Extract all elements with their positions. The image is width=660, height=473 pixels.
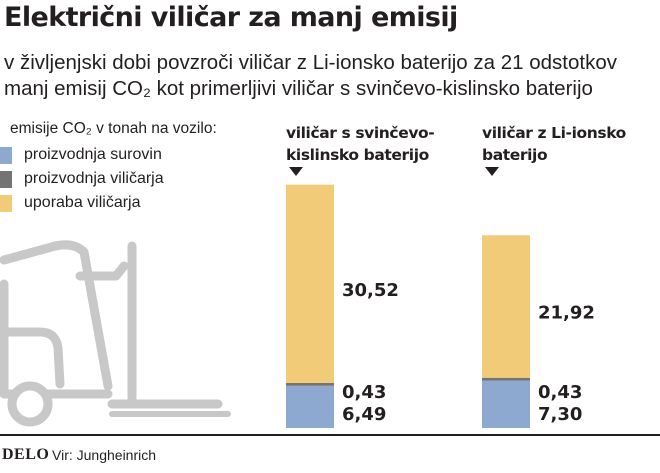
footer-divider — [0, 434, 660, 436]
legend-label: proizvodnja surovin — [24, 146, 162, 163]
page-subtitle: v življenjski dobi povzroči viličar z Li… — [4, 51, 617, 100]
column-label-lead-acid: viličar s svinčevo- kislinsko baterijo — [286, 122, 435, 166]
bar-segment — [482, 235, 530, 378]
data-label: 6,49 — [342, 404, 386, 425]
page-title: Električni viličar za manj emisij — [4, 2, 458, 33]
legend-item-forklift-use: uporaba viličarja — [0, 193, 141, 213]
source-note: Vir: Jungheinrich — [52, 447, 157, 463]
data-label: 0,43 — [342, 382, 386, 403]
legend-label: proizvodnja viličarja — [24, 170, 164, 187]
brand-logo: DELO — [2, 446, 50, 463]
legend-swatch — [0, 146, 12, 164]
column-label-line: baterijo — [482, 146, 548, 164]
legend-swatch — [0, 170, 12, 188]
data-label: 0,43 — [538, 382, 582, 403]
column-arrow-icon — [485, 167, 499, 176]
column-label-line: viličar z Li-ionsko — [482, 124, 626, 142]
bar-segment — [482, 380, 530, 428]
data-label: 30,52 — [342, 280, 399, 301]
data-label: 7,30 — [538, 404, 582, 425]
bar-segment — [286, 383, 334, 386]
legend-title: emisije CO₂ v tonah na vozilo: — [10, 120, 217, 137]
legend-item-raw-materials: proizvodnja surovin — [0, 145, 162, 165]
column-arrow-icon — [289, 167, 303, 176]
forklift-icon — [0, 240, 231, 427]
column-label-li-ion: viličar z Li-ionsko baterijo — [482, 122, 626, 166]
legend-swatch — [0, 194, 12, 212]
legend-label: uporaba viličarja — [24, 194, 141, 211]
column-label-line: kislinsko baterijo — [286, 146, 429, 164]
bar-segment — [286, 385, 334, 428]
bar-segment — [286, 184, 334, 384]
column-label-line: viličar s svinčevo- — [286, 124, 435, 142]
data-label: 21,92 — [538, 303, 595, 324]
legend-item-forklift-production: proizvodnja viličarja — [0, 169, 164, 189]
bar-segment — [482, 377, 530, 381]
